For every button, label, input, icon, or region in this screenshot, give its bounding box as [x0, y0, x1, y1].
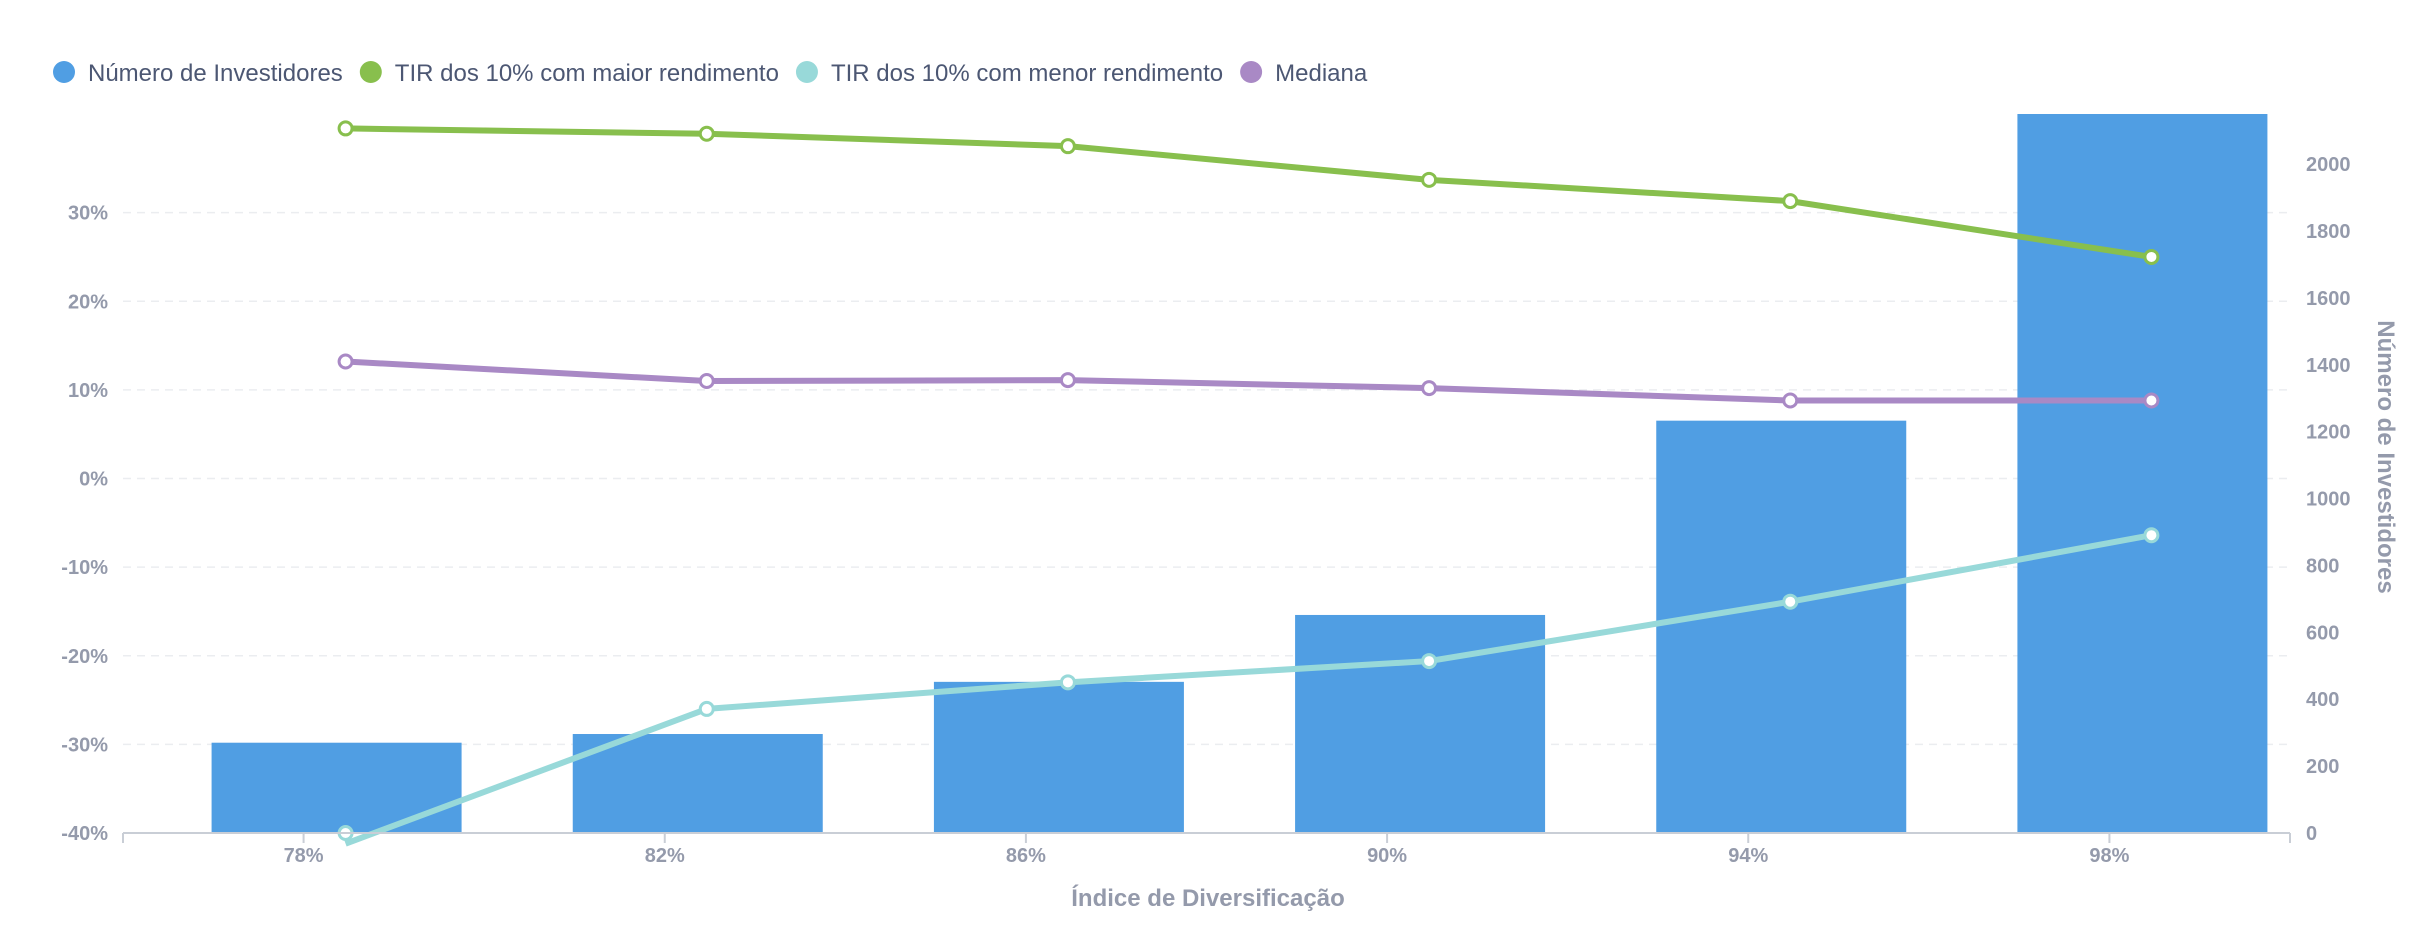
- y-right-tick-label: 1400: [2306, 355, 2351, 377]
- legend-swatch: [53, 61, 75, 83]
- y-right-tick-label: 200: [2306, 756, 2339, 778]
- x-axis-title: Índice de Diversificação: [1071, 884, 1344, 912]
- bar-series: [211, 114, 2268, 833]
- y-right-tick-label: 0: [2306, 823, 2317, 845]
- y-left-tick-label: 30%: [68, 203, 108, 225]
- line-point: [698, 700, 715, 717]
- legend-label[interactable]: Mediana: [1275, 60, 1368, 87]
- y-right-tick-label: 400: [2306, 689, 2339, 711]
- line-point: [1782, 593, 1799, 610]
- y-left-tick-label: -30%: [61, 734, 108, 756]
- legend-swatch: [359, 61, 382, 83]
- line-point: [337, 353, 354, 370]
- line-point: [698, 373, 715, 390]
- legend-label[interactable]: TIR dos 10% com menor rendimento: [831, 60, 1223, 87]
- line-point: [1421, 380, 1438, 397]
- y-left-tick-label: 20%: [68, 291, 108, 313]
- gridlines: [123, 211, 2290, 746]
- line-point: [698, 125, 715, 142]
- series-line: [344, 532, 2152, 847]
- bar: [933, 681, 1184, 833]
- legend-label[interactable]: Número de Investidores: [88, 60, 343, 87]
- x-tick-label: 82%: [645, 845, 685, 867]
- line-point: [337, 120, 354, 137]
- bar: [1656, 420, 1907, 833]
- axes: -40% -30% -20% -10% 0% 10% 20% 30% 0 200 400 600 800…: [61, 154, 2350, 867]
- legend: Número de Investidores TIR dos 10% com ma…: [53, 60, 1368, 87]
- line-point: [1782, 392, 1799, 409]
- x-tick-label: 94%: [1728, 845, 1768, 867]
- x-tick-label: 86%: [1006, 845, 1046, 867]
- legend-label[interactable]: TIR dos 10% com maior rendimento: [395, 60, 779, 87]
- line-series: [337, 120, 2160, 847]
- y-right-tick-label: 800: [2306, 555, 2339, 577]
- y-right-tick-label: 1200: [2306, 422, 2351, 444]
- bar: [2017, 114, 2268, 833]
- y-axis-right-title: Número de Investidores: [2372, 320, 2399, 593]
- legend-swatch: [795, 61, 818, 83]
- line-point: [2143, 392, 2160, 409]
- legend-swatch: [1240, 61, 1263, 83]
- line-point: [2143, 248, 2160, 265]
- y-left-tick-label: -20%: [61, 646, 108, 668]
- line-point: [1421, 171, 1438, 188]
- line-point: [1421, 653, 1438, 670]
- series-line: [345, 125, 2152, 260]
- y-left-tick-label: 0%: [79, 469, 108, 491]
- y-right-tick-label: 1000: [2306, 489, 2351, 511]
- y-left-tick-label: -40%: [61, 823, 108, 845]
- y-right-tick-label: 600: [2306, 622, 2339, 644]
- line-point: [1059, 674, 1076, 691]
- line-point: [1059, 372, 1076, 389]
- bar: [572, 734, 823, 833]
- x-tick-label: 78%: [284, 845, 324, 867]
- series-line: [345, 358, 2152, 404]
- line-point: [1059, 138, 1076, 155]
- y-right-tick-label: 2000: [2306, 154, 2351, 176]
- y-left-tick-label: 10%: [68, 380, 108, 402]
- y-left-tick-label: -10%: [61, 557, 108, 579]
- y-right-tick-label: 1600: [2306, 288, 2351, 310]
- line-point: [1782, 193, 1799, 210]
- line-point: [2143, 527, 2160, 544]
- x-tick-label: 90%: [1367, 845, 1407, 867]
- x-tick-label: 98%: [2089, 845, 2129, 867]
- bar: [211, 742, 462, 833]
- y-right-tick-label: 1800: [2306, 221, 2351, 243]
